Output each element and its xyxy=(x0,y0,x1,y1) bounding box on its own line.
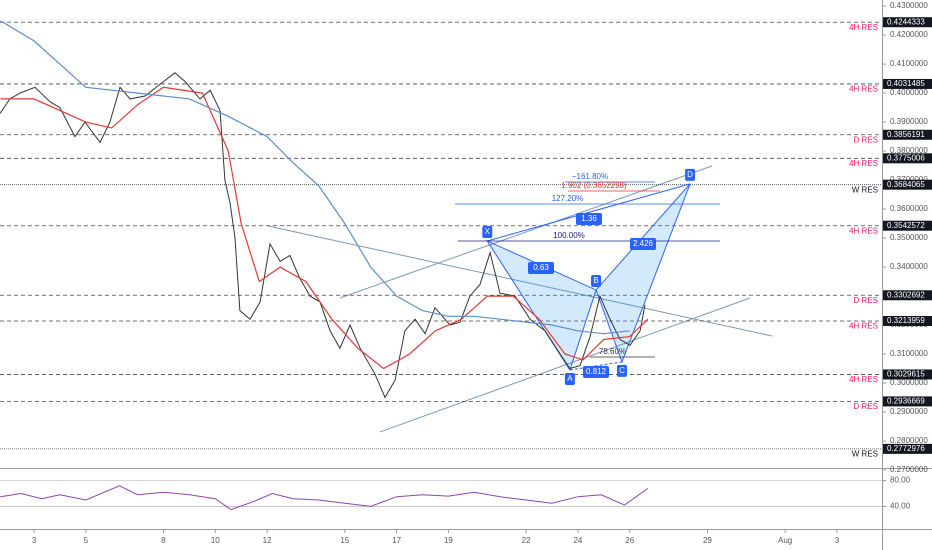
ratio-box xyxy=(576,213,602,225)
level-price: 0.3542572 xyxy=(887,221,925,230)
level-label: W RES xyxy=(852,185,878,194)
level-label: D RES xyxy=(854,135,878,144)
pattern-point-box xyxy=(482,225,493,238)
x-tick-label: 10 xyxy=(211,536,220,545)
pattern-leg xyxy=(487,183,691,242)
series-line xyxy=(0,86,649,370)
pattern-point-box xyxy=(591,274,602,287)
trend-line xyxy=(267,225,773,337)
y-tick-label: 0.3700000 xyxy=(890,175,928,184)
x-tick-label: 5 xyxy=(84,536,89,545)
level-label: 4H RES xyxy=(849,226,878,235)
level-price-box xyxy=(883,129,932,140)
x-tick-label: 26 xyxy=(625,536,634,545)
level-price: 0.4244333 xyxy=(887,17,925,26)
level-price: 0.3213959 xyxy=(887,316,925,325)
y-tick-label: 40.00 xyxy=(890,502,911,511)
x-tick-label: 29 xyxy=(703,536,712,545)
y-tick-label: 0.4200000 xyxy=(890,30,928,39)
series-line xyxy=(0,20,630,335)
y-tick-label: 0.4000000 xyxy=(890,88,928,97)
pattern-point-box xyxy=(685,168,696,181)
x-tick-label: Aug xyxy=(778,536,792,545)
y-tick-label: 0.2800000 xyxy=(890,436,928,445)
trend-line xyxy=(379,297,751,433)
ratio-label: 1.36 xyxy=(581,214,597,223)
pattern-point-box xyxy=(564,372,575,385)
level-label: 4H RES xyxy=(849,375,878,384)
pattern-point-label: B xyxy=(593,276,598,285)
pattern-point-label: D xyxy=(687,170,693,179)
level-price-box xyxy=(883,17,932,28)
x-tick-label: 3 xyxy=(32,536,37,545)
level-label: 4H RES xyxy=(849,159,878,168)
x-tick-label: 22 xyxy=(522,536,531,545)
ratio-label: 0.812 xyxy=(586,367,607,376)
level-price-box xyxy=(883,220,932,231)
level-price-box xyxy=(883,443,932,454)
y-tick-label: 0.2700000 xyxy=(890,465,928,474)
pattern-area xyxy=(595,183,691,364)
x-tick-label: 3 xyxy=(835,536,840,545)
level-price-box xyxy=(883,369,932,380)
y-tick-label: 0.4100000 xyxy=(890,59,928,68)
ratio-label: 2.426 xyxy=(633,239,654,248)
level-label: D RES xyxy=(854,402,878,411)
level-price: 0.3856191 xyxy=(887,130,925,139)
y-tick-label: 0.3500000 xyxy=(890,233,928,242)
level-price: 0.2772976 xyxy=(887,444,925,453)
x-tick-label: 12 xyxy=(263,536,272,545)
trend-line xyxy=(339,165,713,299)
level-price-box xyxy=(883,179,932,190)
level-label: 4H RES xyxy=(849,23,878,32)
trend-lines xyxy=(267,165,773,433)
level-price: 0.3302692 xyxy=(887,290,925,299)
level-price: 0.3684065 xyxy=(887,180,925,189)
x-tick-label: 8 xyxy=(161,536,166,545)
ratio-label: 0.63 xyxy=(533,263,549,272)
pattern-point-label: A xyxy=(567,374,573,383)
fib-label: 100.00% xyxy=(553,231,585,240)
pattern-point-box xyxy=(616,364,627,377)
level-label: 4H RES xyxy=(849,85,878,94)
fib-label: −161.80% xyxy=(572,172,608,181)
level-label: W RES xyxy=(852,449,878,458)
ratio-box xyxy=(528,262,554,274)
y-tick-label: 0.4300000 xyxy=(890,1,928,10)
level-price-box xyxy=(883,78,932,89)
y-tick-label: 0.3000000 xyxy=(890,378,928,387)
fib-label: 127.20% xyxy=(552,194,584,203)
y-tick-label: 0.3600000 xyxy=(890,204,928,213)
level-price: 0.3029615 xyxy=(887,370,925,379)
fib-label: 78.60% xyxy=(599,347,626,356)
y-tick-label: 0.3800000 xyxy=(890,146,928,155)
level-price: 0.2936669 xyxy=(887,397,925,406)
y-tick-label: 0.3400000 xyxy=(890,262,928,271)
x-tick-label: 17 xyxy=(392,536,401,545)
pattern-point-label: C xyxy=(619,366,625,375)
x-tick-label: 19 xyxy=(444,536,453,545)
pattern-point-label: X xyxy=(485,227,491,236)
level-price: 0.4031485 xyxy=(887,79,925,88)
ratio-box xyxy=(583,366,609,378)
level-price-box xyxy=(883,153,932,164)
y-tick-label: 0.3100000 xyxy=(890,349,928,358)
level-price-box xyxy=(883,316,932,327)
level-price: 0.3775006 xyxy=(887,153,925,162)
y-tick-label: 0.3900000 xyxy=(890,117,928,126)
level-price-box xyxy=(883,290,932,301)
x-tick-label: 15 xyxy=(340,536,349,545)
series-line xyxy=(0,485,649,511)
y-tick-label: 80.00 xyxy=(890,476,911,485)
level-label: D RES xyxy=(854,296,878,305)
ratio-box xyxy=(630,238,656,250)
pattern-leg xyxy=(569,361,623,371)
y-tick-label: 0.2900000 xyxy=(890,407,928,416)
x-tick-label: 24 xyxy=(573,536,582,545)
level-price-box xyxy=(883,396,932,407)
fib-label: 1.902 (0.3652298) xyxy=(561,181,627,190)
level-label: 4H RES xyxy=(849,322,878,331)
